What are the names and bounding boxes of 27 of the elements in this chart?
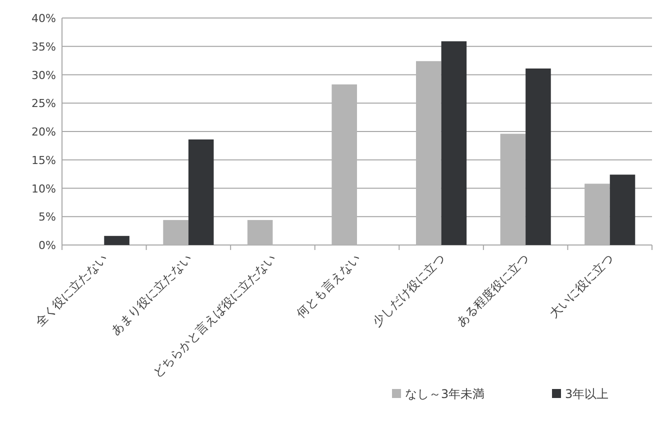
x-tick-label: 全く役に立たない (32, 251, 110, 330)
x-tick-label: 大いに役に立つ (546, 251, 616, 321)
bar (332, 84, 357, 245)
y-tick-label: 25% (32, 97, 56, 110)
bar (188, 139, 214, 245)
bar (104, 236, 130, 245)
legend-label: 3年以上 (565, 387, 609, 401)
legend-label: なし～3年未満 (405, 387, 485, 401)
bar (416, 61, 442, 245)
bar (247, 220, 273, 245)
y-tick-label: 35% (32, 40, 56, 54)
x-tick-label: 何とも言えない (294, 251, 364, 321)
x-tick-label: 少しだけ役に立つ (370, 251, 448, 330)
bar (163, 220, 188, 245)
y-tick-label: 30% (32, 68, 56, 82)
y-tick-label: 40% (32, 12, 56, 25)
y-tick-label: 10% (32, 182, 56, 196)
bar (610, 174, 636, 245)
y-tick-label: 15% (32, 154, 56, 167)
bar (584, 184, 610, 245)
bar (500, 134, 526, 245)
y-tick-label: 5% (38, 210, 56, 224)
y-tick-label: 0% (38, 239, 56, 252)
y-tick-label: 20% (32, 126, 56, 138)
bar (441, 41, 467, 245)
bar (526, 68, 551, 245)
x-tick-label: ある程度役に立つ (454, 251, 532, 330)
